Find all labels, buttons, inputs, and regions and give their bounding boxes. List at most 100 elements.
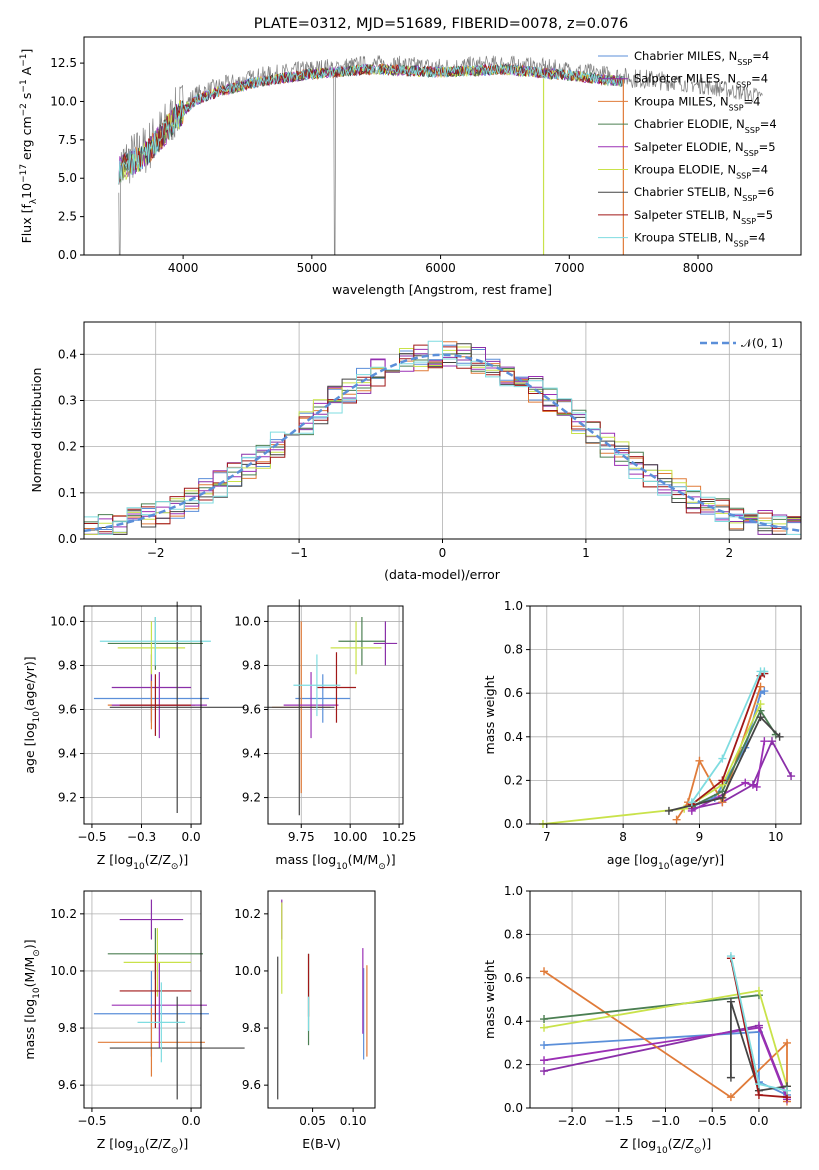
x-tick-label: 8000: [683, 261, 714, 275]
legend-entry: Kroupa MILES, NSSP=4: [634, 94, 760, 112]
mass-weight-series: [543, 970, 788, 1102]
mass-weight-series: [691, 708, 777, 808]
figure-title: PLATE=0312, MJD=51689, FIBERID=0078, z=0…: [254, 16, 628, 32]
x-tick-label: 0.05: [299, 1114, 326, 1128]
mass-weight-marker: [741, 778, 750, 787]
y-tick-label: 7.5: [58, 133, 77, 147]
histogram-ylabel: Normed distribution: [29, 368, 44, 493]
y-tick-label: 2.5: [58, 210, 77, 224]
legend-entry: Chabrier ELODIE, NSSP=4: [634, 117, 777, 135]
y-tick-label: 9.6: [242, 1078, 261, 1092]
x-axis-label: age [log10(age/yr)]: [607, 852, 724, 872]
massweight-vs-age-panel: 7 8 9 10 0.0 0.2 0.4 0.6 0.8 1.0 age [log10(age/yr…: [482, 599, 802, 872]
mass-weight-marker: [782, 1086, 791, 1095]
y-tick-label: 0.8: [504, 927, 523, 941]
histogram-legend-label: 𝒩(0, 1): [741, 336, 783, 350]
y-tick-label: 0.4: [504, 1014, 523, 1028]
x-tick-label: 7: [543, 830, 551, 844]
x-tick-label: −0.5: [77, 1114, 106, 1128]
x-tick-label: 10: [768, 830, 783, 844]
mass-weight-marker: [726, 952, 735, 961]
model-spectrum: [118, 63, 624, 185]
mass-weight-marker: [754, 1023, 763, 1032]
mass-weight-marker: [760, 737, 769, 746]
axes-frame: [83, 890, 202, 1109]
y-tick-label: 0.4: [58, 347, 77, 361]
mass-weight-marker: [754, 1080, 763, 1089]
y-tick-label: 0.0: [58, 248, 77, 262]
residual-histogram-panel: −2 −1 0 1 2 0.0 0.1 0.2 0.3 0.4 𝒩(0, 1) (data-mod…: [29, 321, 802, 582]
x-tick-label: 0.0: [182, 830, 201, 844]
legend-entry: Chabrier MILES, NSSP=4: [634, 49, 769, 67]
x-tick-label: −1: [290, 546, 308, 560]
y-tick-label: 10.0: [234, 614, 261, 628]
y-tick-label: 0.0: [504, 1101, 523, 1115]
y-tick-label: 9.4: [58, 747, 77, 761]
massweight-vs-metallicity-panel: −2.0 −1.5 −1.0 −0.5 0.0 0.0 0.2 0.4 0.6 0.8 1.0 Z […: [482, 884, 802, 1156]
y-tick-label: 9.8: [58, 658, 77, 672]
x-tick-label: 0.0: [749, 1114, 768, 1128]
y-tick-label: 9.8: [242, 1021, 261, 1035]
axes-frame: [83, 605, 202, 825]
x-tick-label: −2: [147, 546, 165, 560]
mass-weight-marker: [756, 682, 765, 691]
legend-entry: Salpeter MILES, NSSP=4: [634, 72, 768, 90]
mass-weight-marker: [540, 1067, 549, 1076]
x-tick-label: −2.0: [557, 1114, 586, 1128]
y-tick-label: 0.6: [504, 686, 523, 700]
y-tick-label: 1.0: [504, 599, 523, 613]
x-tick-label: 9: [696, 830, 704, 844]
x-tick-label: −1.0: [651, 1114, 680, 1128]
mass-weight-marker: [775, 732, 784, 741]
y-tick-label: 0.2: [58, 440, 77, 454]
legend-entry: Salpeter STELIB, NSSP=5: [634, 208, 773, 226]
y-tick-label: 0.1: [58, 486, 77, 500]
y-axis-label: mass weight: [482, 960, 497, 1039]
x-axis-label: Z [log10(Z/Z⊙)]: [97, 1136, 188, 1156]
y-tick-label: 9.6: [58, 1078, 77, 1092]
model-spectrum: [118, 63, 624, 185]
y-tick-label: 10.0: [50, 94, 77, 108]
y-tick-label: 10.0: [234, 964, 261, 978]
mass-weight-marker: [672, 815, 681, 824]
mass-weight-marker: [680, 804, 689, 813]
legend-entry: Kroupa STELIB, NSSP=4: [634, 231, 765, 249]
model-spectrum: [118, 62, 624, 185]
x-tick-label: 7000: [554, 261, 585, 275]
y-tick-label: 0.0: [58, 532, 77, 546]
mass-weight-marker: [756, 700, 765, 709]
x-tick-label: 0.10: [340, 1114, 367, 1128]
mass-weight-marker: [687, 798, 696, 807]
x-axis-label: Z [log10(Z/Z⊙)]: [97, 852, 188, 872]
axes-frame: [529, 605, 802, 825]
x-tick-label: 1: [582, 546, 590, 560]
y-tick-label: 10.0: [50, 964, 77, 978]
mass-weight-marker: [695, 756, 704, 765]
mass-weight-marker: [760, 667, 769, 676]
y-tick-label: 0.2: [504, 1058, 523, 1072]
y-tick-label: 0.3: [58, 393, 77, 407]
y-tick-label: 9.6: [58, 702, 77, 716]
model-spectrum: [118, 62, 624, 185]
mass-weight-marker: [540, 967, 549, 976]
axes-frame: [267, 890, 376, 1109]
legend-entry: Salpeter ELODIE, NSSP=5: [634, 140, 776, 158]
age-vs-mass-panel: 9.75 10.00 10.25 9.2 9.4 9.6 9.8 10.0 mass [log1…: [234, 599, 416, 872]
axes-frame: [267, 605, 404, 825]
spectrum-ylabel: Flux [fλ10−17 erg cm−2 s−1 A−1]: [19, 49, 39, 244]
x-axis-label: Z [log10(Z/Z⊙)]: [620, 1136, 711, 1156]
x-tick-label: −1.5: [604, 1114, 633, 1128]
mass-weight-marker: [718, 754, 727, 763]
mass-weight-marker: [756, 713, 765, 722]
x-tick-label: 8: [619, 830, 627, 844]
histogram-xlabel: (data-model)/error: [384, 567, 501, 582]
mass-weight-marker: [754, 1090, 763, 1099]
x-tick-label: 0.0: [182, 1114, 201, 1128]
y-axis-label: mass weight: [482, 675, 497, 754]
y-axis-label: age [log10(age/yr)]: [22, 656, 42, 773]
mass-weight-marker: [726, 1073, 735, 1082]
model-spectrum: [118, 63, 624, 185]
y-tick-label: 10.0: [50, 614, 77, 628]
y-tick-label: 9.2: [58, 791, 77, 805]
